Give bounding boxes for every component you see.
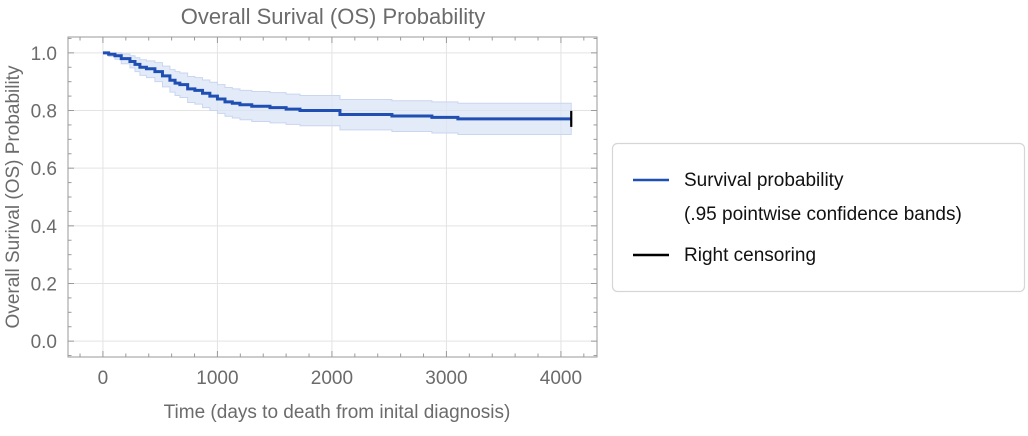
x-tick-label: 0 — [98, 368, 109, 389]
grid-lines — [68, 37, 597, 357]
chart-title: Overall Surival (OS) Probability — [181, 4, 485, 29]
legend-label-censoring: Right censoring — [684, 245, 816, 266]
y-tick-label: 0.6 — [31, 159, 57, 180]
confidence-band — [102, 52, 572, 135]
x-tick-label: 2000 — [311, 368, 353, 389]
y-tick-label: 0.8 — [31, 102, 57, 123]
legend-box — [611, 142, 1026, 293]
x-tick-label: 3000 — [425, 368, 467, 389]
y-tick-label: 0.0 — [31, 332, 57, 353]
x-tick-label: 4000 — [540, 368, 582, 389]
legend: Survival probability (.95 pointwise conf… — [611, 142, 1026, 293]
y-tick-label: 0.2 — [31, 274, 57, 295]
plot-frame — [67, 36, 598, 358]
legend-label-survival: Survival probability — [684, 170, 844, 191]
y-tick-label: 1.0 — [31, 44, 57, 65]
x-tick-labels: 0 1000 2000 3000 4000 — [98, 368, 582, 389]
plot-lines — [102, 51, 573, 127]
axis-ticks — [68, 37, 597, 357]
confidence-band-area — [102, 52, 572, 135]
survival-curve — [102, 51, 572, 121]
y-tick-label: 0.4 — [31, 217, 58, 238]
legend-label-confidence-bands: (.95 pointwise confidence bands) — [684, 204, 962, 225]
y-tick-labels: 0.0 0.2 0.4 0.6 0.8 1.0 — [31, 44, 58, 353]
x-axis-label: Time (days to death from inital diagnosi… — [164, 402, 511, 423]
y-axis-label: Overall Surival (OS) Probability — [3, 65, 24, 328]
x-tick-label: 1000 — [196, 368, 238, 389]
